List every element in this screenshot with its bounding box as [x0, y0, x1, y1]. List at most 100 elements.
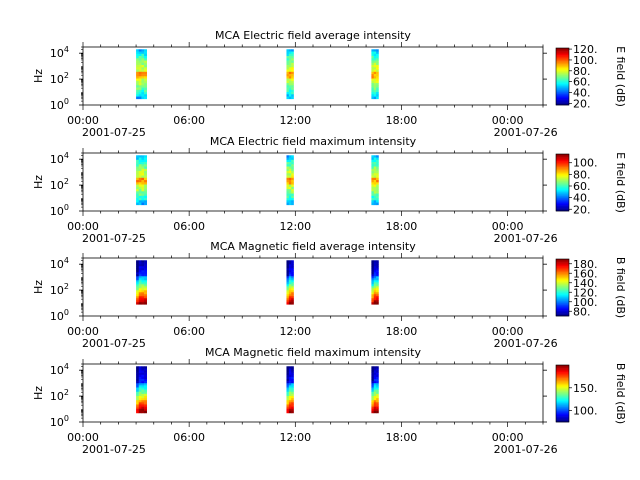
- spectrogram-cell: [286, 376, 290, 380]
- spectrogram-cell: [144, 376, 147, 380]
- colorbar-segment: [556, 263, 569, 266]
- spectrogram-cell: [376, 189, 379, 192]
- spectrogram-cell: [144, 182, 147, 185]
- colorbar-frame: [555, 47, 570, 106]
- spectrogram-cell: [288, 278, 292, 281]
- spectrogram-cell: [144, 51, 147, 55]
- spectrogram-cell: [141, 296, 145, 299]
- spectrogram-cell: [136, 383, 140, 386]
- colorbar-segment: [556, 102, 569, 105]
- spectrogram-cell: [286, 294, 290, 297]
- spectrogram-cell: [286, 278, 290, 281]
- spectrogram-cell: [141, 60, 145, 64]
- spectrogram-cell: [286, 157, 290, 161]
- spectrogram-cell: [286, 260, 290, 263]
- panel-1: MCA Electric field average intensity Hz 10…: [32, 29, 627, 139]
- spectrogram-cell: [144, 162, 147, 165]
- spectrogram-cell: [136, 389, 140, 393]
- spectrogram-cell: [141, 184, 145, 188]
- spectrogram-cell: [371, 272, 375, 275]
- spectrogram-cell: [141, 67, 145, 70]
- spectrogram-column: [136, 366, 147, 414]
- spectrogram-cell: [144, 368, 147, 371]
- colorbar-segment: [556, 367, 569, 369]
- spectrogram-cell: [373, 60, 377, 64]
- colorbar-segment: [556, 189, 569, 192]
- spectrogram-cell: [291, 173, 294, 176]
- colorbar-tick-label: 160.: [573, 267, 598, 280]
- spectrogram-cell: [373, 89, 377, 93]
- spectrogram-cell: [286, 94, 290, 97]
- spectrogram-cell: [144, 171, 147, 174]
- spectrogram-cell: [144, 298, 147, 301]
- spectrogram-cell: [138, 67, 142, 70]
- colorbar-segment: [556, 82, 569, 84]
- spectrogram-cell: [288, 410, 292, 414]
- spectrogram-cell: [376, 200, 379, 203]
- spectrogram-cell: [376, 56, 379, 59]
- spectrogram-cell: [144, 300, 147, 303]
- spectrogram-cell: [286, 51, 290, 55]
- spectrogram-cell: [136, 385, 140, 388]
- spectrogram-cell: [144, 58, 147, 61]
- spectrogram-cell: [141, 410, 145, 414]
- colorbar-segment: [556, 53, 569, 56]
- spectrogram-cell: [136, 198, 140, 201]
- spectrogram-cell: [144, 76, 147, 79]
- spectrogram-cell: [376, 60, 379, 64]
- colorbar-segment: [556, 55, 569, 57]
- spectrogram-cell: [291, 374, 294, 378]
- spectrogram-cell: [291, 189, 294, 192]
- spectrogram-cell: [141, 53, 145, 57]
- spectrogram-cell: [371, 168, 375, 172]
- spectrogram-cell: [288, 195, 292, 199]
- spectrogram-cell: [136, 89, 140, 93]
- spectrogram-cell: [286, 300, 290, 303]
- spectrogram-cell: [376, 182, 379, 185]
- spectrogram-cell: [144, 175, 147, 179]
- spectrogram-cell: [141, 157, 145, 161]
- spectrogram-cell: [138, 410, 142, 414]
- spectrogram-cell: [138, 381, 142, 384]
- spectrogram-cell: [286, 182, 290, 185]
- spectrogram-cell: [286, 366, 290, 369]
- spectrogram-cell: [291, 366, 294, 369]
- spectrogram-cell: [291, 186, 294, 190]
- spectrogram-cell: [376, 96, 379, 100]
- spectrogram-cell: [136, 60, 140, 64]
- spectrogram-cell: [144, 266, 147, 269]
- spectrogram-cell: [288, 288, 292, 291]
- spectrogram-cell: [286, 381, 290, 384]
- spectrogram-cell: [371, 387, 375, 390]
- colorbar-segment: [556, 278, 569, 280]
- spectrogram-cell: [373, 410, 377, 414]
- spectrogram-cell: [138, 155, 142, 158]
- colorbar-tick-label: 100.: [573, 405, 598, 418]
- spectrogram-cell: [138, 180, 142, 183]
- spectrogram-cell: [291, 53, 294, 57]
- spectrogram-cell: [141, 94, 145, 97]
- spectrogram-cell: [371, 173, 375, 176]
- spectrogram-cell: [144, 60, 147, 64]
- spectrogram-cell: [138, 260, 142, 263]
- spectrogram-cell: [291, 268, 294, 271]
- spectrogram-cell: [288, 164, 292, 167]
- spectrogram-cell: [141, 262, 145, 265]
- colorbar-segment: [556, 394, 569, 397]
- spectrogram-cell: [138, 264, 142, 267]
- spectrogram-cell: [373, 164, 377, 167]
- spectrogram-cell: [141, 406, 145, 409]
- y-tick-label: 100: [50, 414, 69, 429]
- spectrogram-cell: [136, 175, 140, 179]
- spectrogram-cell: [138, 395, 142, 399]
- spectrogram-cell: [144, 191, 147, 194]
- spectrogram-cell: [286, 404, 290, 407]
- spectrogram-cell: [371, 284, 375, 287]
- colorbar-segment: [556, 380, 569, 382]
- spectrogram-cell: [291, 278, 294, 281]
- y-tick-label: 104: [50, 151, 69, 166]
- spectrogram-cell: [376, 381, 379, 384]
- spectrogram-cell: [371, 286, 375, 289]
- spectrogram-cell: [291, 264, 294, 267]
- spectrogram-cell: [291, 159, 294, 163]
